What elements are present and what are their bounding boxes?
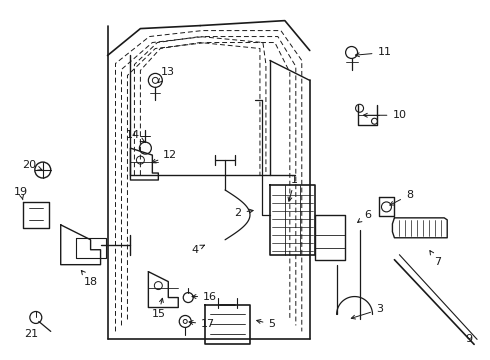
Text: 5: 5: [257, 319, 275, 329]
Text: 9: 9: [466, 334, 473, 345]
Text: 20: 20: [22, 160, 42, 170]
Text: 14: 14: [125, 130, 145, 142]
Text: 10: 10: [364, 110, 406, 120]
Text: 8: 8: [390, 190, 413, 205]
Text: 18: 18: [81, 270, 98, 287]
Text: 4: 4: [192, 245, 204, 255]
Text: 12: 12: [152, 150, 177, 163]
Text: 13: 13: [158, 67, 175, 83]
Text: 16: 16: [192, 292, 217, 302]
Text: 21: 21: [24, 329, 38, 339]
Text: 11: 11: [355, 48, 392, 58]
Text: 7: 7: [430, 251, 441, 267]
Text: 15: 15: [151, 298, 165, 319]
Text: 17: 17: [189, 319, 215, 329]
Text: 2: 2: [234, 208, 253, 218]
Text: 6: 6: [358, 210, 371, 222]
Text: 19: 19: [14, 187, 28, 200]
Text: 3: 3: [351, 305, 383, 319]
Text: 1: 1: [288, 175, 298, 201]
